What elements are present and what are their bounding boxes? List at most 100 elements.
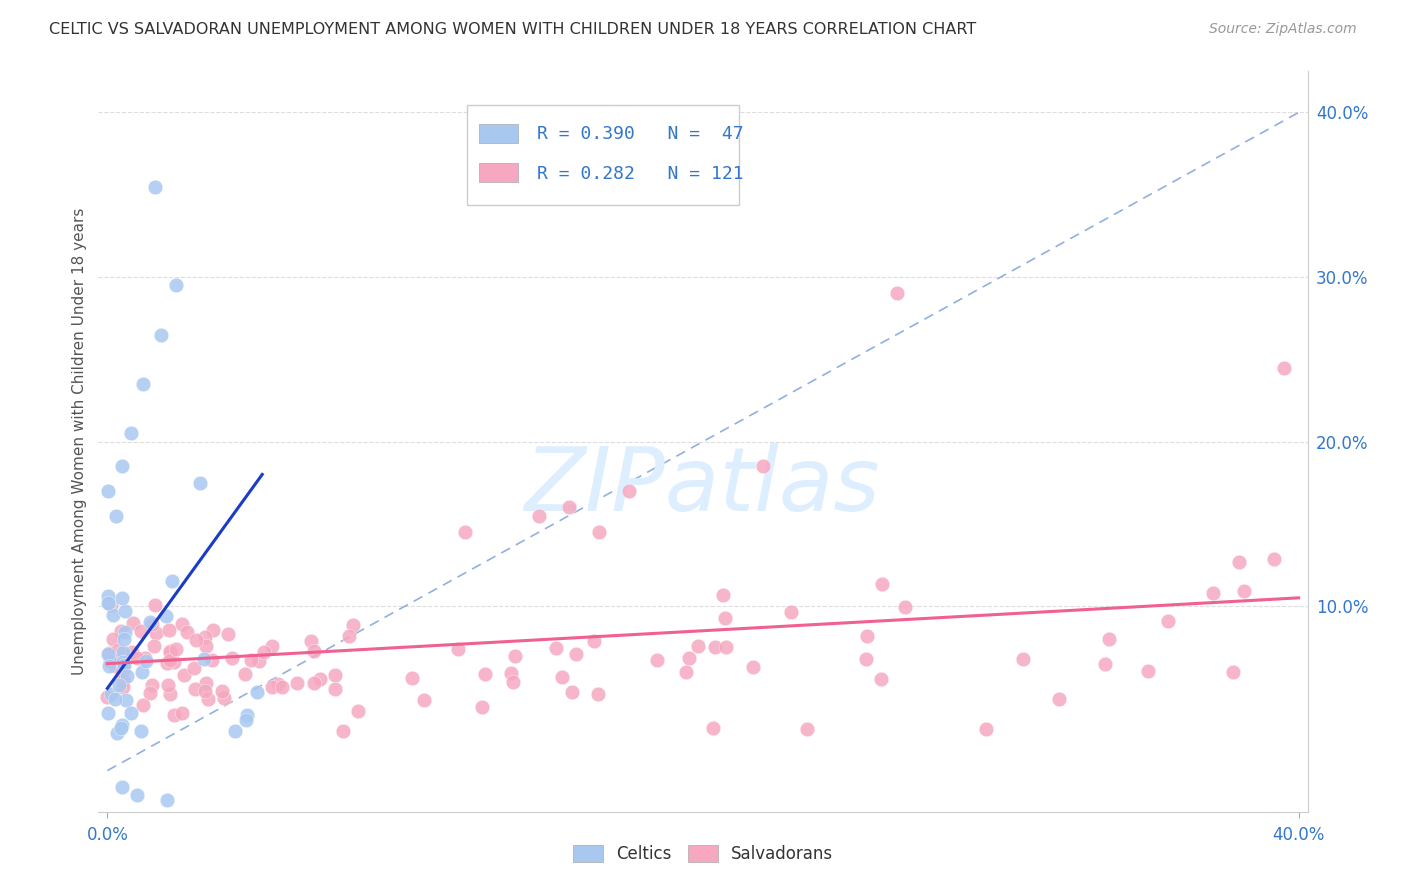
Point	[201, 623, 224, 637]
Point	[108, 678, 131, 692]
Point	[97, 647, 120, 661]
Point	[141, 678, 163, 692]
Point	[886, 286, 908, 301]
Point	[558, 500, 581, 515]
FancyBboxPatch shape	[479, 124, 517, 144]
Point	[253, 645, 276, 659]
Point	[267, 677, 290, 691]
FancyBboxPatch shape	[479, 163, 517, 183]
Point	[236, 707, 259, 722]
Point	[246, 684, 269, 698]
Point	[121, 615, 143, 630]
Point	[141, 616, 163, 631]
Point	[176, 624, 198, 639]
Point	[686, 639, 709, 653]
Point	[120, 426, 142, 441]
Point	[471, 699, 494, 714]
Point	[1094, 657, 1116, 671]
Point	[114, 658, 136, 673]
Legend: Celtics, Salvadorans: Celtics, Salvadorans	[567, 838, 839, 870]
Point	[101, 653, 124, 667]
Point	[149, 327, 172, 342]
Point	[132, 376, 155, 391]
Point	[645, 652, 668, 666]
Point	[115, 669, 138, 683]
Point	[110, 721, 132, 735]
Point	[1137, 664, 1160, 678]
Point	[346, 704, 368, 718]
Point	[96, 690, 118, 705]
Point	[221, 651, 243, 665]
Point	[544, 641, 567, 656]
Point	[111, 780, 134, 794]
Point	[217, 627, 239, 641]
Point	[111, 680, 134, 694]
Point	[101, 632, 124, 647]
Point	[870, 577, 893, 591]
Point	[741, 660, 763, 674]
Point	[183, 682, 205, 697]
Point	[337, 630, 360, 644]
Point	[129, 624, 152, 638]
Point	[212, 690, 235, 705]
Point	[894, 600, 917, 615]
Text: R = 0.282   N = 121: R = 0.282 N = 121	[537, 165, 744, 184]
Point	[855, 629, 877, 643]
Y-axis label: Unemployment Among Women with Children Under 18 years: Unemployment Among Women with Children U…	[72, 208, 87, 675]
Point	[156, 793, 179, 807]
Point	[309, 672, 332, 686]
Point	[193, 652, 215, 666]
Text: R = 0.390   N =  47: R = 0.390 N = 47	[537, 126, 744, 144]
Point	[560, 685, 582, 699]
Point	[127, 789, 149, 803]
Point	[138, 686, 160, 700]
Point	[1272, 360, 1295, 375]
Point	[870, 672, 893, 686]
Point	[111, 662, 134, 676]
Point	[159, 644, 181, 658]
Point	[188, 476, 211, 491]
Point	[702, 722, 724, 736]
Point	[165, 278, 187, 293]
Point	[855, 651, 877, 665]
Point	[131, 724, 153, 739]
Point	[675, 665, 697, 679]
Point	[617, 483, 640, 498]
Point	[160, 574, 183, 588]
Point	[527, 508, 550, 523]
Point	[186, 632, 208, 647]
Point	[1222, 665, 1244, 679]
Point	[796, 723, 818, 737]
Point	[262, 680, 284, 694]
Point	[714, 640, 737, 654]
Point	[249, 654, 271, 668]
Point	[112, 632, 135, 646]
Point	[97, 484, 120, 499]
Point	[172, 617, 194, 632]
Point	[159, 687, 181, 701]
Point	[194, 630, 217, 644]
Point	[262, 640, 284, 654]
Point	[332, 723, 354, 738]
Point	[110, 591, 132, 606]
Point	[143, 598, 166, 612]
Point	[447, 641, 470, 656]
Point	[1012, 652, 1035, 666]
Point	[235, 713, 257, 727]
Point	[1233, 584, 1256, 599]
Point	[342, 618, 364, 632]
Point	[302, 676, 325, 690]
Point	[780, 605, 803, 619]
Point	[550, 670, 572, 684]
Point	[132, 698, 155, 712]
Point	[299, 633, 322, 648]
Point	[678, 651, 700, 665]
Point	[105, 508, 128, 523]
Point	[454, 524, 477, 539]
Point	[97, 658, 120, 673]
Point	[270, 681, 292, 695]
Point	[195, 639, 218, 653]
Point	[131, 665, 153, 680]
Point	[139, 615, 162, 629]
Point	[143, 179, 166, 194]
